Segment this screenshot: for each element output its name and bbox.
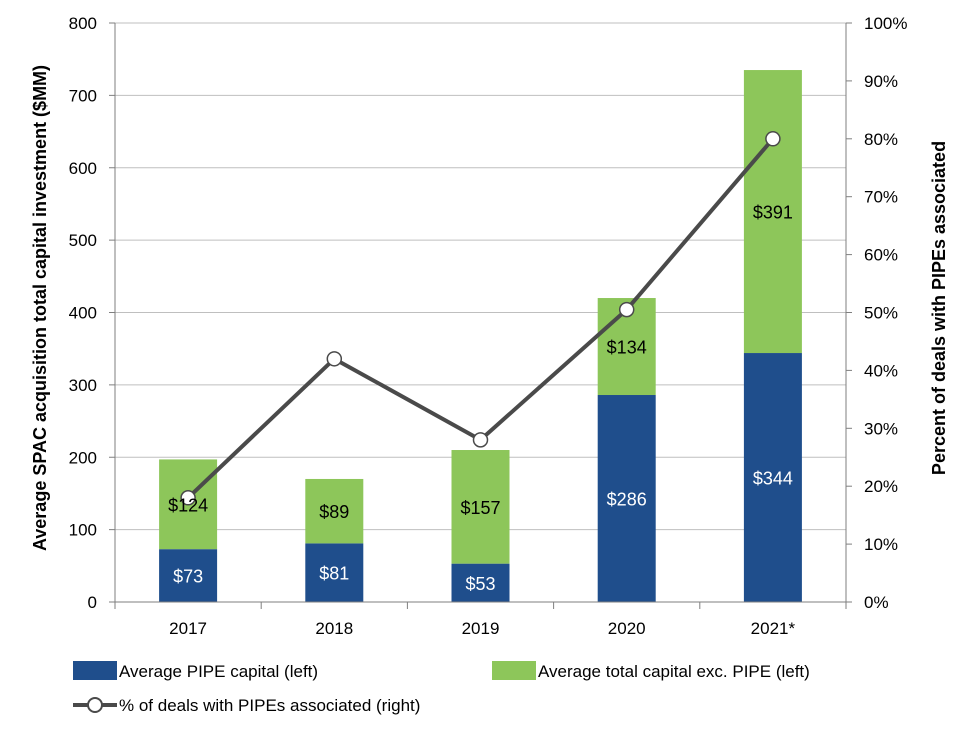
x-tick-label: 2018 xyxy=(315,619,353,638)
data-label: $344 xyxy=(753,469,793,489)
tick-labels: 0 100 200 300 400 500 600 700 800 0% 10% 20% 30% 40% 5… xyxy=(69,14,908,638)
y-tick-label: 0 xyxy=(88,593,97,612)
bar-total-exc-pipe xyxy=(305,478,364,544)
y2-tick-label: 30% xyxy=(864,419,898,438)
y2-tick-label: 100% xyxy=(864,14,907,33)
axes xyxy=(109,22,852,609)
data-label: $81 xyxy=(319,564,349,584)
legend-marker-pct xyxy=(87,697,103,713)
pct-marker xyxy=(618,301,635,318)
legend-swatch-total-exc-pipe xyxy=(492,661,536,680)
y-tick-label: 200 xyxy=(69,448,97,467)
bar-total-exc-pipe xyxy=(743,70,802,354)
pct-marker xyxy=(180,490,196,506)
data-label: $157 xyxy=(460,498,500,518)
y-tick-label: 700 xyxy=(69,86,97,105)
pct-marker xyxy=(765,131,781,147)
y2-tick-label: 60% xyxy=(864,246,898,265)
pct-marker xyxy=(326,351,343,367)
y-tick-label: 600 xyxy=(69,159,97,178)
legend-label-total-exc-pipe: Average total capital exc. PIPE (left) xyxy=(538,662,810,681)
bar-total-exc-pipe xyxy=(451,450,510,564)
data-label: $391 xyxy=(753,203,793,223)
x-tick-label: 2021* xyxy=(751,619,796,638)
data-label: $124 xyxy=(168,495,208,515)
y2-tick-label: 50% xyxy=(864,304,898,323)
data-label: $73 xyxy=(173,567,203,587)
data-label: $134 xyxy=(607,338,647,358)
legend-label-pct: % of deals with PIPEs associated (right) xyxy=(119,696,420,715)
bar-labels: $73 $124 $81 $89 $53 $157 $286 $134 $344 $391 xyxy=(168,203,793,594)
y2-tick-label: 40% xyxy=(864,361,898,380)
y-axis-title: Average SPAC acquisition total capital i… xyxy=(30,65,50,551)
data-label: $89 xyxy=(319,502,349,522)
y2-tick-label: 80% xyxy=(864,130,898,149)
legend-swatch-pipe xyxy=(73,661,117,680)
y-tick-label: 300 xyxy=(69,376,97,395)
y2-axis-title: Percent of deals with PIPEs associated xyxy=(929,141,949,475)
bar-pipe xyxy=(159,549,218,602)
y-tick-label: 100 xyxy=(69,521,97,540)
y-tick-label: 400 xyxy=(69,304,97,323)
line-series xyxy=(180,131,781,506)
y2-tick-label: 10% xyxy=(864,535,898,554)
bars xyxy=(159,70,802,602)
x-tick-label: 2017 xyxy=(169,619,207,638)
data-label: $53 xyxy=(465,574,495,594)
y2-tick-label: 20% xyxy=(864,477,898,496)
y2-tick-label: 90% xyxy=(864,72,898,91)
y2-tick-label: 70% xyxy=(864,188,898,207)
bar-pipe xyxy=(597,395,656,602)
x-tick-label: 2020 xyxy=(608,619,646,638)
data-label: $286 xyxy=(607,490,647,510)
y-tick-label: 500 xyxy=(69,231,97,250)
y2-tick-label: 0% xyxy=(864,593,889,612)
legend-label-pipe: Average PIPE capital (left) xyxy=(119,662,318,681)
bar-pipe xyxy=(743,353,802,602)
pct-marker xyxy=(472,432,489,448)
gridlines xyxy=(115,22,846,531)
bar-pipe xyxy=(305,543,364,602)
bar-pipe xyxy=(451,563,510,602)
y-tick-label: 800 xyxy=(69,14,97,33)
x-tick-label: 2019 xyxy=(462,619,500,638)
legend: Average PIPE capital (left) Average tota… xyxy=(73,661,810,715)
